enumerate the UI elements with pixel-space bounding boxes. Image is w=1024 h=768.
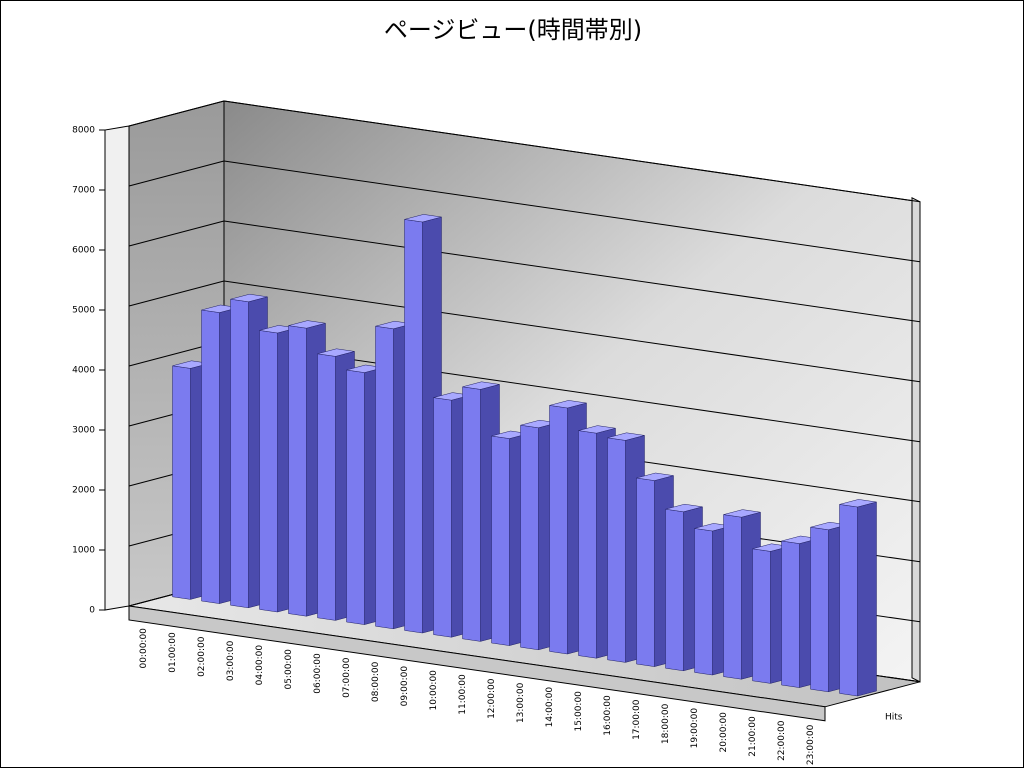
x-tick-label: 13:00:00 (516, 682, 526, 723)
x-tick-label: 12:00:00 (487, 678, 497, 719)
x-tick-label: 18:00:00 (661, 703, 671, 744)
bar-front (578, 430, 597, 659)
legend-label: Hits (885, 712, 903, 722)
bar-front (404, 219, 423, 634)
bar-top (317, 348, 355, 357)
y-tick-label: 0 (89, 606, 95, 616)
bar-front (433, 397, 452, 638)
grid-line (128, 220, 225, 247)
bar-front (288, 325, 307, 617)
bar-front (520, 424, 539, 651)
bar-front (317, 353, 336, 621)
x-tick-label: 19:00:00 (690, 708, 700, 749)
x-tick-label: 07:00:00 (342, 657, 352, 698)
bar-top (839, 499, 877, 508)
x-tick-label: 14:00:00 (545, 687, 555, 728)
y-tick-label: 5000 (72, 306, 95, 316)
bar-front (375, 325, 394, 630)
bar-top (578, 425, 616, 434)
bar-front (636, 477, 655, 667)
x-tick-label: 23:00:00 (806, 724, 816, 765)
x-tick-label: 09:00:00 (400, 666, 410, 707)
y-tick-label: 8000 (72, 126, 95, 136)
bar-front (810, 526, 829, 693)
x-tick-label: 10:00:00 (429, 670, 439, 711)
grid-line (128, 160, 225, 187)
x-tick-label: 16:00:00 (603, 695, 613, 736)
bar-top (636, 472, 674, 481)
y-tick-label: 4000 (72, 366, 95, 376)
bar-front (230, 298, 249, 609)
x-tick-label: 22:00:00 (777, 720, 787, 761)
bar-front (462, 386, 481, 642)
x-tick-label: 15:00:00 (574, 691, 584, 732)
bar-top (288, 320, 326, 329)
grid-line (223, 220, 921, 323)
side-wall-edge (104, 125, 130, 611)
x-tick-label: 00:00:00 (139, 628, 149, 669)
bar-front (665, 508, 684, 672)
bar-top (404, 214, 442, 223)
bar-front (839, 504, 858, 697)
grid-line (128, 100, 225, 127)
y-tick-label: 6000 (72, 246, 95, 256)
grid-line (223, 100, 921, 203)
bar-front (723, 514, 742, 680)
x-tick-label: 20:00:00 (719, 712, 729, 753)
x-tick-label: 05:00:00 (284, 649, 294, 690)
grid-line (223, 280, 921, 383)
bar-top (607, 432, 645, 441)
x-tick-label: 11:00:00 (458, 674, 468, 715)
bar-front (781, 540, 800, 688)
bar-top (462, 381, 500, 390)
floor-front (128, 605, 826, 722)
bar-front (491, 435, 510, 646)
bar-front (694, 528, 713, 676)
grid-line (223, 160, 921, 263)
x-tick-label: 06:00:00 (313, 653, 323, 694)
y-tick-label: 1000 (72, 546, 95, 556)
x-tick-label: 21:00:00 (748, 716, 758, 757)
y-tick-label: 2000 (72, 486, 95, 496)
x-tick-label: 02:00:00 (197, 636, 207, 677)
bar-top (230, 293, 268, 303)
x-tick-label: 17:00:00 (632, 699, 642, 740)
x-tick-label: 04:00:00 (255, 645, 265, 686)
bar-side (857, 501, 877, 697)
bar-front (607, 437, 626, 663)
bar-top (723, 509, 761, 518)
x-tick-label: 03:00:00 (226, 640, 236, 681)
bar-front (172, 365, 191, 600)
bar-front (549, 405, 568, 655)
grid-line (128, 280, 225, 307)
bar-front (201, 309, 220, 604)
bar-front (752, 548, 771, 684)
bar-top (549, 400, 587, 409)
bar-top (665, 503, 703, 513)
bar-front (346, 369, 365, 625)
chart-title: ページビュー(時間帯別) (384, 16, 642, 44)
y-tick-label: 7000 (72, 186, 95, 196)
x-tick-label: 08:00:00 (371, 661, 381, 702)
x-tick-label: 01:00:00 (168, 632, 178, 673)
back-wall-edge (911, 196, 921, 683)
bar-front (259, 330, 278, 613)
y-tick-label: 3000 (72, 426, 95, 436)
